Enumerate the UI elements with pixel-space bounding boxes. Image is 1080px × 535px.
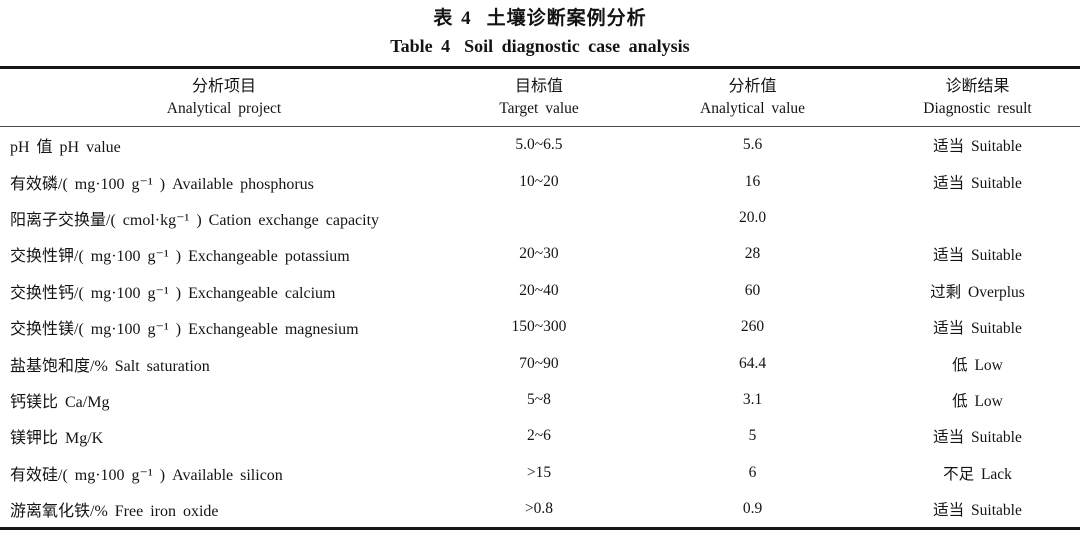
cell-project: 游离氧化铁/% Free iron oxide bbox=[10, 503, 219, 521]
table-number-en: Table 4 bbox=[390, 36, 451, 56]
table-title-block: 表 4 土壤诊断案例分析 Table 4 Soil diagnostic case … bbox=[0, 0, 1080, 66]
cell-value: 5.6 bbox=[742, 136, 763, 154]
cell-value: 3.1 bbox=[742, 390, 763, 408]
column-header-en: Diagnostic result bbox=[923, 99, 1032, 117]
column-header-zh: 诊断结果 bbox=[945, 77, 1010, 95]
column-header-en: Target value bbox=[499, 99, 579, 117]
cell-value: 0.9 bbox=[742, 500, 763, 518]
column-header-analytical-value: 分析值 Analytical value bbox=[630, 75, 875, 121]
cell-project: 有效硅/( mg·100 g⁻¹ ) Available silicon bbox=[10, 466, 283, 484]
table-title-zh: 表 4 土壤诊断案例分析 bbox=[0, 6, 1080, 32]
table-number-zh: 表 4 bbox=[433, 8, 473, 29]
cell-target: 10~20 bbox=[519, 172, 559, 190]
cell-result: 适当 Suitable bbox=[933, 174, 1022, 192]
cell-value: 5 bbox=[748, 427, 757, 445]
table-row: 交换性钙/( mg·100 g⁻¹ ) Exchangeable calcium… bbox=[0, 273, 1080, 309]
column-header-zh: 分析项目 bbox=[191, 77, 256, 95]
cell-result: 不足 Lack bbox=[943, 465, 1012, 483]
cell-project: 交换性钙/( mg·100 g⁻¹ ) Exchangeable calcium bbox=[10, 284, 336, 302]
cell-target: >0.8 bbox=[524, 500, 554, 518]
cell-target: 2~6 bbox=[527, 427, 551, 445]
table-title-zh-text: 土壤诊断案例分析 bbox=[486, 8, 647, 29]
cell-project: 盐基饱和度/% Salt saturation bbox=[10, 357, 210, 375]
cell-value: 28 bbox=[744, 245, 761, 263]
cell-target: 20~40 bbox=[519, 281, 559, 299]
cell-result: 低 Low bbox=[952, 392, 1003, 410]
table-row: 有效磷/( mg·100 g⁻¹ ) Available phosphorus … bbox=[0, 163, 1080, 199]
cell-target: 5~8 bbox=[527, 390, 551, 408]
cell-value: 260 bbox=[740, 318, 765, 336]
table-row: 有效硅/( mg·100 g⁻¹ ) Available silicon >15… bbox=[0, 455, 1080, 491]
cell-result: 适当 Suitable bbox=[933, 429, 1022, 447]
cell-value: 64.4 bbox=[738, 354, 767, 372]
column-header-target-value: 目标值 Target value bbox=[448, 75, 630, 121]
cell-project: 阳离子交换量/( cmol·kg⁻¹ ) Cation exchange cap… bbox=[10, 211, 380, 229]
cell-result: 过剩 Overplus bbox=[930, 283, 1025, 301]
column-header-en: Analytical project bbox=[166, 99, 282, 117]
cell-result: 适当 Suitable bbox=[933, 320, 1022, 338]
cell-target: >15 bbox=[526, 463, 552, 481]
cell-project: 有效磷/( mg·100 g⁻¹ ) Available phosphorus bbox=[10, 175, 314, 193]
table-row: 阳离子交换量/( cmol·kg⁻¹ ) Cation exchange cap… bbox=[0, 200, 1080, 236]
column-header-analytical-project: 分析项目 Analytical project bbox=[0, 75, 448, 121]
cell-value: 16 bbox=[744, 172, 761, 190]
cell-value: 20.0 bbox=[738, 208, 767, 226]
cell-project: pH 值 pH value bbox=[10, 139, 121, 157]
cell-target: 150~300 bbox=[511, 318, 567, 336]
cell-result: 适当 Suitable bbox=[933, 138, 1022, 156]
cell-project: 交换性镁/( mg·100 g⁻¹ ) Exchangeable magnesi… bbox=[10, 321, 359, 339]
table-row: 钙镁比 Ca/Mg 5~8 3.1 低 Low bbox=[0, 382, 1080, 418]
table-row: pH 值 pH value 5.0~6.5 5.6 适当 Suitable bbox=[0, 127, 1080, 163]
column-header-zh: 分析值 bbox=[728, 77, 777, 95]
column-header-diagnostic-result: 诊断结果 Diagnostic result bbox=[875, 75, 1080, 121]
column-header-zh: 目标值 bbox=[514, 77, 563, 95]
cell-result: 适当 Suitable bbox=[933, 502, 1022, 520]
cell-target: 20~30 bbox=[519, 245, 559, 263]
column-header-en: Analytical value bbox=[700, 99, 805, 117]
table-row: 游离氧化铁/% Free iron oxide >0.8 0.9 适当 Suit… bbox=[0, 491, 1080, 527]
cell-project: 钙镁比 Ca/Mg bbox=[10, 393, 110, 411]
table-row: 盐基饱和度/% Salt saturation 70~90 64.4 低 Low bbox=[0, 345, 1080, 381]
table-row: 交换性钾/( mg·100 g⁻¹ ) Exchangeable potassi… bbox=[0, 236, 1080, 272]
soil-diagnostic-table: 分析项目 Analytical project 目标值 Target value… bbox=[0, 66, 1080, 531]
cell-target: 5.0~6.5 bbox=[515, 136, 563, 154]
table-row: 镁钾比 Mg/K 2~6 5 适当 Suitable bbox=[0, 418, 1080, 454]
cell-target: 70~90 bbox=[519, 354, 559, 372]
table-row: 交换性镁/( mg·100 g⁻¹ ) Exchangeable magnesi… bbox=[0, 309, 1080, 345]
cell-value: 60 bbox=[744, 281, 761, 299]
table-title-en-text: Soil diagnostic case analysis bbox=[464, 36, 690, 56]
cell-result: 低 Low bbox=[952, 356, 1003, 374]
cell-project: 交换性钾/( mg·100 g⁻¹ ) Exchangeable potassi… bbox=[10, 248, 350, 266]
cell-value: 6 bbox=[748, 463, 757, 481]
table-title-en: Table 4 Soil diagnostic case analysis bbox=[0, 32, 1080, 60]
cell-result: 适当 Suitable bbox=[933, 247, 1022, 265]
cell-project: 镁钾比 Mg/K bbox=[10, 430, 104, 448]
table-header-row: 分析项目 Analytical project 目标值 Target value… bbox=[0, 69, 1080, 127]
